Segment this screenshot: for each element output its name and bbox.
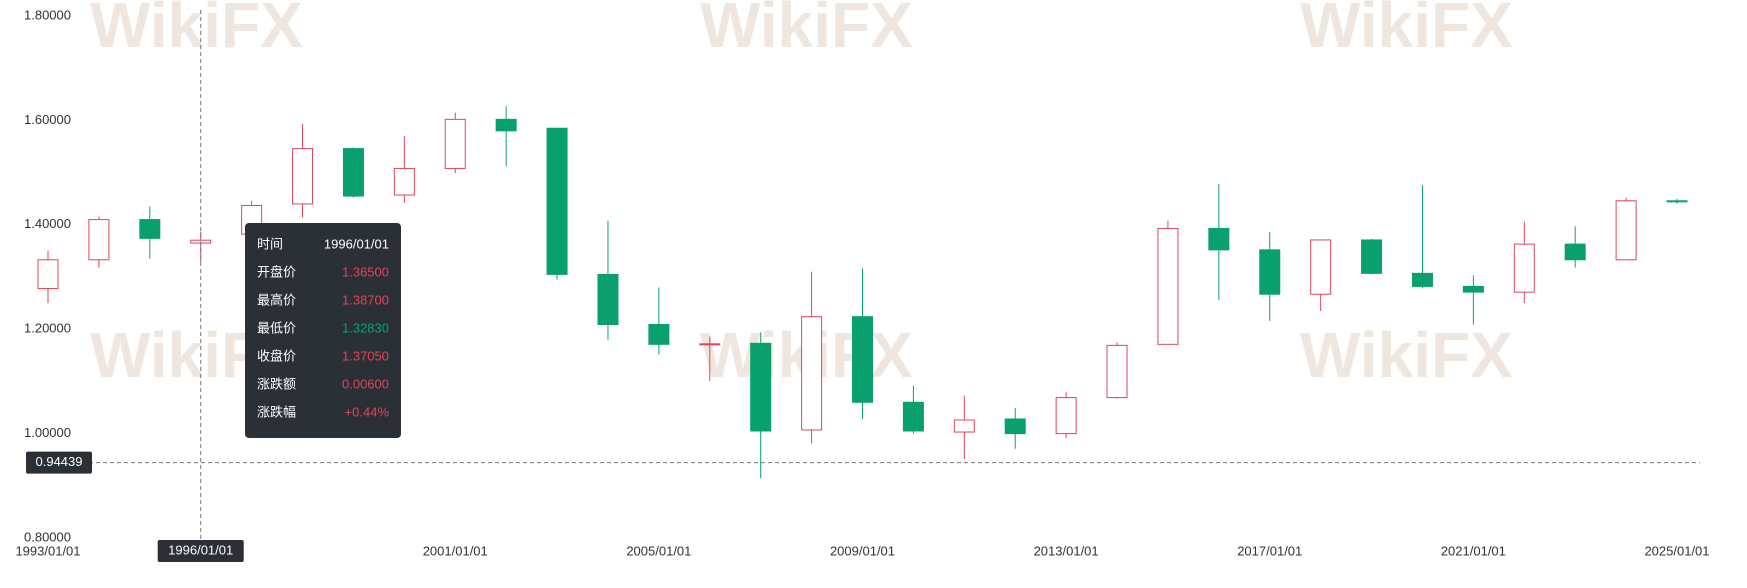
- candle-body: [292, 148, 314, 205]
- tooltip-label: 时间: [257, 236, 283, 251]
- y-tick-label: 1.80000: [24, 7, 71, 22]
- crosshair-x-label: 1996/01/01: [168, 542, 233, 557]
- x-tick-label: 2021/01/01: [1441, 543, 1506, 558]
- candle-body: [37, 259, 59, 289]
- tooltip-value: +0.44%: [345, 404, 390, 419]
- candle-body: [597, 273, 619, 326]
- tooltip-value: 1.32830: [342, 320, 389, 335]
- candle-body: [1157, 227, 1179, 345]
- candle-body: [852, 316, 873, 403]
- x-tick-label: 2005/01/01: [626, 543, 691, 558]
- tooltip-label: 开盘价: [257, 264, 296, 279]
- tooltip-label: 最高价: [257, 292, 296, 307]
- candle-body: [1564, 243, 1586, 261]
- candle-body: [1106, 344, 1128, 399]
- candle-body: [1259, 249, 1281, 295]
- tooltip-label: 涨跌幅: [257, 404, 296, 419]
- watermark: WikiFX: [90, 0, 303, 61]
- candle-body: [1208, 227, 1230, 251]
- candle-body: [902, 401, 924, 432]
- tooltip-value: 1.37050: [342, 348, 389, 363]
- candle-body: [495, 118, 517, 132]
- watermark: WikiFX: [1300, 319, 1513, 391]
- candle-body: [139, 219, 161, 239]
- x-tick-label: 2013/01/01: [1034, 543, 1099, 558]
- tooltip-label: 涨跌额: [257, 376, 296, 391]
- candle-body: [699, 343, 721, 346]
- candle-body: [648, 324, 670, 345]
- candle-body: [1462, 285, 1484, 293]
- candle-body: [546, 127, 568, 275]
- tooltip-label: 最低价: [257, 320, 296, 335]
- y-tick-label: 1.00000: [24, 425, 71, 440]
- y-tick-label: 1.60000: [24, 112, 71, 127]
- candle-body: [88, 219, 110, 261]
- candle-body: [801, 316, 823, 431]
- candle-body: [1411, 272, 1433, 287]
- crosshair-y-badge: [26, 451, 92, 474]
- y-tick-label: 1.20000: [24, 321, 71, 336]
- x-tick-label: 2025/01/01: [1644, 543, 1709, 558]
- candle-body: [750, 342, 772, 432]
- tooltip-value: 0.00600: [342, 376, 389, 391]
- tooltip-value: 1996/01/01: [324, 236, 389, 251]
- candle-body: [444, 118, 466, 169]
- x-tick-label: 1993/01/01: [15, 543, 80, 558]
- candle-body: [1361, 239, 1383, 274]
- crosshair-y-label: 0.94439: [36, 454, 83, 469]
- candle-body: [1615, 200, 1637, 261]
- candle-body: [1310, 239, 1332, 295]
- candle-body: [953, 419, 975, 433]
- watermark: WikiFX: [1300, 0, 1513, 61]
- candle-body: [1055, 397, 1077, 435]
- tooltip: [245, 223, 401, 438]
- candle-body: [393, 167, 415, 196]
- x-tick-label: 2001/01/01: [423, 543, 488, 558]
- candle-body: [1004, 418, 1026, 435]
- candle-body: [1513, 243, 1535, 293]
- y-tick-label: 1.40000: [24, 216, 71, 231]
- tooltip-value: 1.36500: [342, 264, 389, 279]
- tooltip-label: 收盘价: [257, 348, 296, 363]
- tooltip-value: 1.38700: [342, 292, 389, 307]
- candle-body: [342, 148, 364, 197]
- crosshair-x-badge: [157, 540, 244, 562]
- candle-body: [1666, 200, 1688, 203]
- x-tick-label: 2009/01/01: [830, 543, 895, 558]
- y-tick-label: 0.80000: [24, 529, 71, 544]
- watermark: WikiFX: [700, 0, 913, 61]
- x-tick-label: 2017/01/01: [1237, 543, 1302, 558]
